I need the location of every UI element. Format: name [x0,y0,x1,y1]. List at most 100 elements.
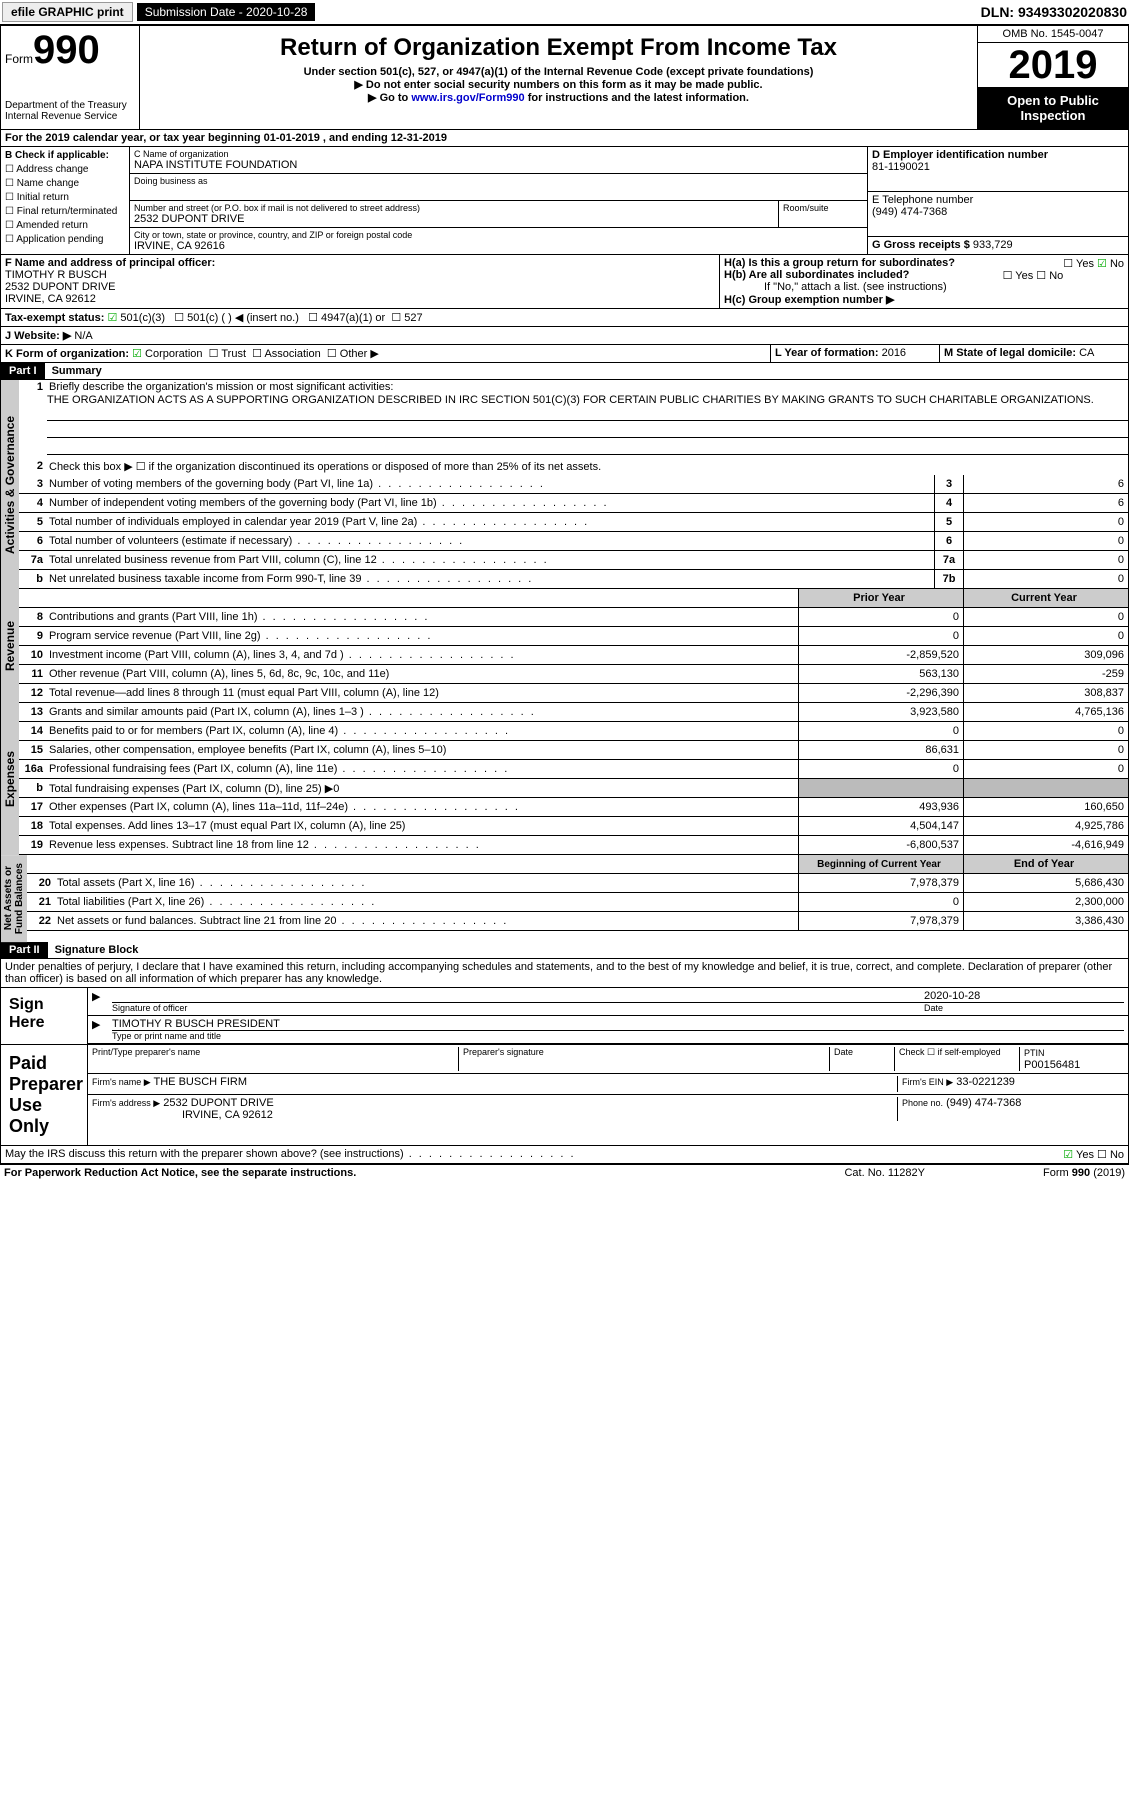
line14-prior: 0 [798,722,963,740]
line8-current: 0 [963,608,1128,626]
opt-association[interactable]: Association [252,348,321,360]
check-final-return[interactable]: Final return/terminated [5,205,125,219]
firm-ein: 33-0221239 [956,1076,1015,1088]
line17-current: 160,650 [963,798,1128,816]
opt-corporation[interactable]: Corporation [132,348,202,360]
opt-527[interactable]: 527 [391,312,422,324]
part1-title: Summary [48,363,106,379]
subtitle-1: Under section 501(c), 527, or 4947(a)(1)… [144,66,973,78]
line22-prior: 7,978,379 [798,912,963,930]
org-name-label: C Name of organization [134,149,863,159]
hb-label: H(b) Are all subordinates included? [724,269,909,281]
opt-trust[interactable]: Trust [209,348,246,360]
line19-text: Revenue less expenses. Subtract line 18 … [47,838,798,852]
line20-text: Total assets (Part X, line 16) [55,876,798,890]
line21-prior: 0 [798,893,963,911]
ein-label: D Employer identification number [872,149,1124,161]
line9-text: Program service revenue (Part VIII, line… [47,629,798,643]
hb-no[interactable]: No [1036,270,1063,282]
line17-prior: 493,936 [798,798,963,816]
officer-label: F Name and address of principal officer: [5,257,715,269]
discuss-yes[interactable]: Yes [1063,1149,1094,1161]
ha-yes[interactable]: Yes [1063,258,1094,270]
open-public: Open to Public [1007,93,1099,108]
firm-phone: (949) 474-7368 [946,1097,1021,1109]
opt-other[interactable]: Other ▶ [327,348,379,360]
line18-prior: 4,504,147 [798,817,963,835]
state-domicile-value: CA [1079,347,1094,359]
section-b-label: B Check if applicable: [5,149,125,163]
check-amended-return[interactable]: Amended return [5,219,125,233]
part2-title: Signature Block [51,942,143,958]
check-application-pending[interactable]: Application pending [5,233,125,247]
hb-yes[interactable]: Yes [1003,270,1034,282]
officer-type-label: Type or print name and title [112,1030,1124,1041]
telephone-label: E Telephone number [872,194,1124,206]
line18-text: Total expenses. Add lines 13–17 (must eq… [47,819,798,833]
city-state-zip: IRVINE, CA 92616 [134,240,863,252]
tax-year: 2019 [978,43,1128,87]
penalty-text: Under penalties of perjury, I declare th… [1,959,1128,988]
efile-print-button[interactable]: efile GRAPHIC print [2,2,133,22]
footer-right: Form 990 (2019) [925,1167,1125,1179]
line12-current: 308,837 [963,684,1128,702]
line2-text: Check this box ▶ ☐ if the organization d… [47,459,1128,474]
check-address-change[interactable]: Address change [5,163,125,177]
firm-address: 2532 DUPONT DRIVE [163,1097,273,1109]
submission-date-label: Submission Date - 2020-10-28 [137,3,316,21]
line19-prior: -6,800,537 [798,836,963,854]
officer-signed-name: TIMOTHY R BUSCH PRESIDENT [112,1018,1124,1030]
dln-label: DLN: 93493302020830 [981,4,1127,20]
ha-no[interactable]: No [1097,258,1124,270]
opt-501c[interactable]: 501(c) ( ) ◀ (insert no.) [174,312,299,324]
date-label: Date [924,1002,1124,1013]
preparer-date-label: Date [830,1047,895,1071]
org-name: NAPA INSTITUTE FOUNDATION [134,159,863,171]
line15-text: Salaries, other compensation, employee b… [47,743,798,757]
footer-center: Cat. No. 11282Y [844,1167,925,1179]
line10-current: 309,096 [963,646,1128,664]
ptin-label: PTIN [1024,1048,1045,1058]
line22-text: Net assets or fund balances. Subtract li… [55,914,798,928]
preparer-name-label: Print/Type preparer's name [92,1047,459,1071]
inspection: Inspection [1020,108,1085,123]
footer-left: For Paperwork Reduction Act Notice, see … [4,1167,844,1179]
sign-here-label: Sign Here [1,988,88,1044]
discuss-no[interactable]: No [1097,1149,1124,1161]
omb-number: OMB No. 1545-0047 [978,26,1128,43]
street-address: 2532 DUPONT DRIVE [134,213,774,225]
check-self-employed[interactable]: Check ☐ if self-employed [895,1047,1020,1071]
check-initial-return[interactable]: Initial return [5,191,125,205]
city-label: City or town, state or province, country… [134,230,863,240]
line18-current: 4,925,786 [963,817,1128,835]
line1-label: Briefly describe the organization's miss… [47,380,1128,394]
form-number: 990 [33,28,100,72]
line10-text: Investment income (Part VIII, column (A)… [47,648,798,662]
line13-current: 4,765,136 [963,703,1128,721]
year-formation-label: L Year of formation: [775,347,879,359]
line8-prior: 0 [798,608,963,626]
line15-prior: 86,631 [798,741,963,759]
line16b-prior-shade [798,779,963,797]
line5-text: Total number of individuals employed in … [47,515,934,529]
preparer-signature-label: Preparer's signature [459,1047,830,1071]
mission-text: THE ORGANIZATION ACTS AS A SUPPORTING OR… [19,394,1128,406]
line6-val: 0 [963,532,1128,550]
line21-text: Total liabilities (Part X, line 26) [55,895,798,909]
line16a-prior: 0 [798,760,963,778]
part1-header: Part I [1,363,45,379]
firm-address-label: Firm's address ▶ [92,1098,160,1108]
irs-link[interactable]: www.irs.gov/Form990 [411,92,524,104]
state-domicile-label: M State of legal domicile: [944,347,1076,359]
opt-4947[interactable]: 4947(a)(1) or [308,312,385,324]
officer-city: IRVINE, CA 92612 [5,293,715,305]
begin-year-header: Beginning of Current Year [798,855,963,873]
telephone-value: (949) 474-7368 [872,206,1124,218]
line7a-val: 0 [963,551,1128,569]
line22-current: 3,386,430 [963,912,1128,930]
opt-501c3[interactable]: 501(c)(3) [108,312,166,324]
check-name-change[interactable]: Name change [5,177,125,191]
line12-text: Total revenue—add lines 8 through 11 (mu… [47,686,798,700]
line16b-current-shade [963,779,1128,797]
prior-year-header: Prior Year [798,589,963,607]
